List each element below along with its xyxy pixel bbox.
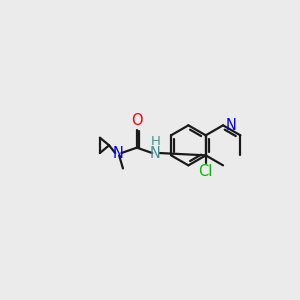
Text: N: N bbox=[225, 118, 236, 133]
Text: N: N bbox=[150, 146, 161, 160]
Text: H: H bbox=[150, 135, 160, 148]
Text: O: O bbox=[131, 113, 142, 128]
Text: N: N bbox=[113, 146, 124, 160]
Text: Cl: Cl bbox=[199, 164, 213, 179]
